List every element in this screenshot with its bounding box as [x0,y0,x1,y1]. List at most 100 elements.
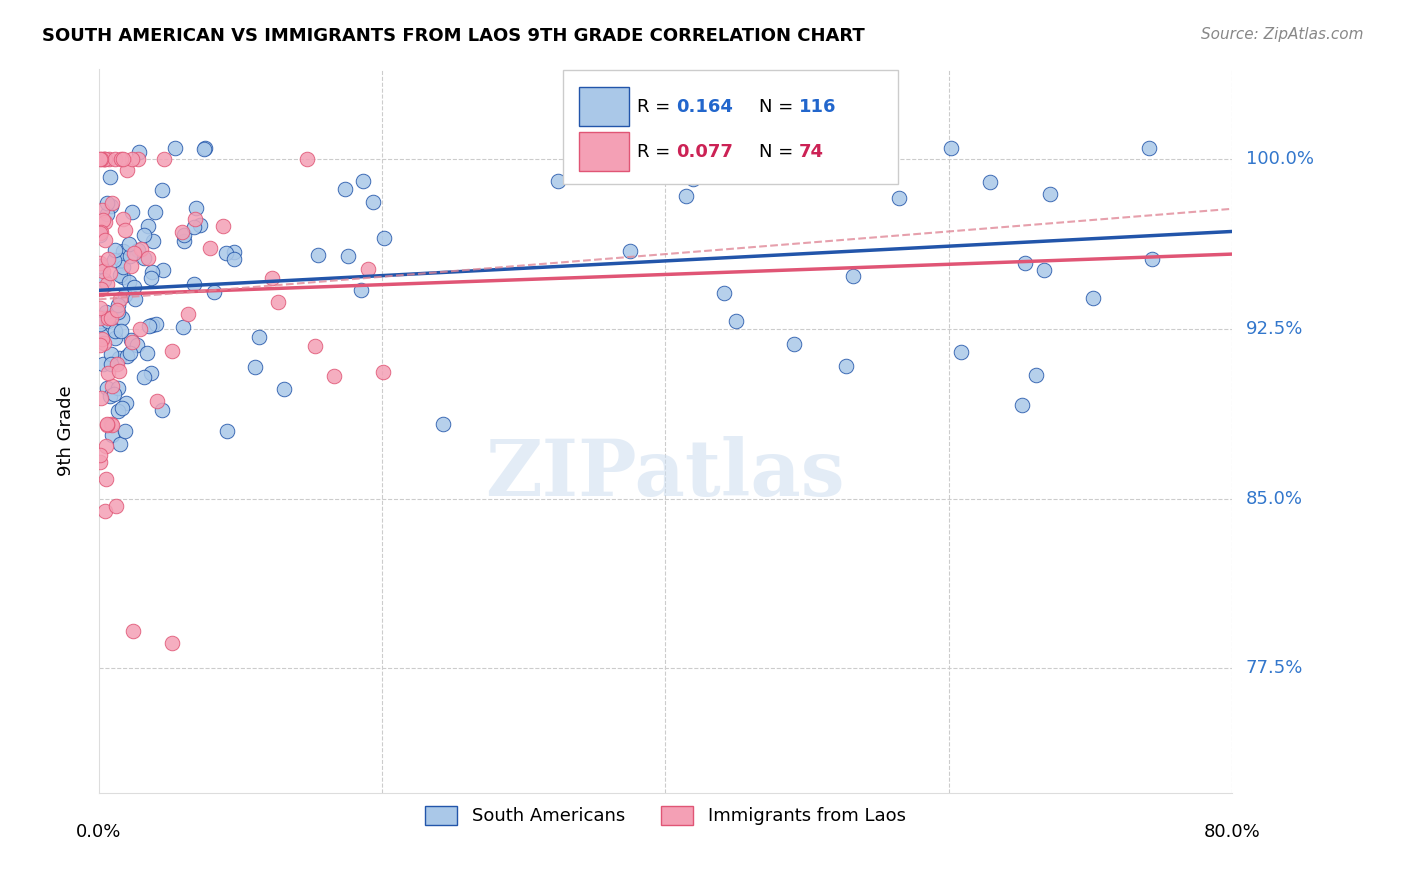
Point [114,424,136,438]
Text: Source: ZipAtlas.com: Source: ZipAtlas.com [1201,27,1364,42]
Point [97,366,120,380]
Point [125,337,148,351]
Point [89,338,111,352]
Point [90,152,112,166]
Point [96,417,118,431]
Point [432,417,454,431]
Text: 85.0%: 85.0% [1246,490,1303,508]
Point [121,205,143,219]
Point [122,624,145,639]
Point [94,152,117,166]
Point [323,369,346,384]
Point [108,437,131,451]
Point [336,249,359,263]
Point [245,359,267,374]
Text: 74: 74 [799,143,824,161]
Text: ZIPatlas: ZIPatlas [485,436,845,512]
Point [136,251,159,265]
Text: N =: N = [759,98,800,116]
Text: 0.0%: 0.0% [76,823,121,841]
Point [941,141,963,155]
Point [186,201,208,215]
Point [211,219,233,233]
Point [194,141,217,155]
Text: 100.0%: 100.0% [1246,150,1313,168]
Point [1140,252,1163,267]
Text: 0.077: 0.077 [676,143,734,161]
Point [91,202,114,217]
Point [222,252,245,267]
Text: R =: R = [637,143,676,161]
Text: R =: R = [637,98,676,116]
Point [112,211,135,226]
Point [90,282,112,296]
Point [127,243,149,257]
Point [783,337,806,351]
Point [120,333,142,347]
Point [335,182,357,196]
Text: SOUTH AMERICAN VS IMMIGRANTS FROM LAOS 9TH GRADE CORRELATION CHART: SOUTH AMERICAN VS IMMIGRANTS FROM LAOS 9… [42,27,865,45]
Point [1025,368,1047,382]
Point [100,347,122,361]
Point [90,391,112,405]
Point [94,304,117,318]
FancyBboxPatch shape [579,132,628,171]
Point [304,339,326,353]
Point [173,234,195,248]
Point [107,298,129,312]
Point [373,365,395,379]
Point [104,152,127,166]
Point [118,275,141,289]
Point [162,636,184,650]
Point [104,243,127,257]
Point [93,357,115,371]
Point [96,439,118,453]
Point [162,344,184,359]
Point [115,349,138,363]
Point [1081,291,1104,305]
Point [104,305,127,319]
Point [112,244,135,258]
Point [152,263,174,277]
Text: 92.5%: 92.5% [1246,320,1303,338]
Text: N =: N = [759,143,800,161]
Point [273,382,295,396]
Point [101,427,124,442]
Point [89,317,111,331]
Point [122,245,145,260]
Point [172,319,194,334]
Point [1014,255,1036,269]
Point [90,260,112,274]
Point [202,285,225,299]
Point [682,172,704,186]
Point [887,191,910,205]
Point [547,174,569,188]
Point [1032,263,1054,277]
Point [110,152,132,166]
Point [120,346,142,360]
Point [138,318,160,333]
Point [96,206,118,220]
Point [141,271,163,285]
Point [115,163,138,178]
Point [150,184,173,198]
Text: 77.5%: 77.5% [1246,659,1303,677]
FancyBboxPatch shape [579,87,628,127]
Point [100,357,122,371]
Point [357,262,380,277]
Point [260,270,283,285]
Point [295,152,318,166]
Text: 116: 116 [799,98,837,116]
Point [267,294,290,309]
Point [153,152,176,166]
Point [111,260,134,274]
Point [93,335,115,350]
Point [96,381,118,395]
Point [103,387,125,401]
Point [675,188,697,202]
Point [120,259,142,273]
Point [90,225,112,239]
Point [111,310,134,325]
Point [121,152,143,166]
Point [184,212,207,227]
